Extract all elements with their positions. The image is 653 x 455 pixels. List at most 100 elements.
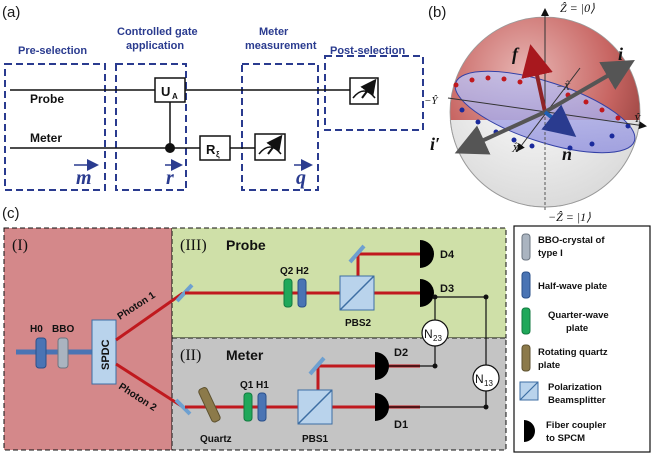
- mirror-photon2: [174, 398, 192, 416]
- h1-label: H1: [256, 380, 269, 391]
- vector-f: [521, 44, 553, 113]
- rim-dots: [453, 75, 631, 151]
- legend-swatch-halfwave: [521, 271, 531, 299]
- vector-i: [543, 59, 635, 114]
- vector-i-label: i: [618, 44, 623, 64]
- region-III-label: (III): [180, 237, 207, 254]
- legend-swatch-pbs: [519, 381, 539, 401]
- panel-b: (b): [424, 1, 647, 224]
- n13-label: N: [475, 372, 484, 386]
- photon1-beam: [115, 291, 184, 342]
- z-plus-label: Ẑ = |0⟩: [560, 1, 595, 15]
- r-gate-sub: ξ: [216, 150, 220, 159]
- legend-swatch-quartz: [521, 344, 531, 372]
- preselection-box: [4, 63, 106, 191]
- legend-fiber-1: Fiber coupler: [546, 420, 606, 431]
- control-dot: [165, 143, 175, 153]
- vector-i-prime-label: i′: [430, 134, 440, 154]
- pbs2-label: PBS2: [345, 318, 372, 329]
- legend-quartz-1: Rotating quartz: [538, 347, 608, 358]
- detector-d2: [375, 352, 389, 380]
- region-I-label: (I): [12, 237, 28, 254]
- legend-swatch-bbo: [521, 233, 531, 261]
- q1-plate: [243, 392, 253, 422]
- legend-pbs-1: Polarization: [548, 382, 602, 393]
- bbo-label: BBO: [52, 324, 74, 335]
- ua-gate-sub: A: [172, 92, 178, 101]
- d4-label: D4: [440, 249, 455, 261]
- z-minus-label: −Ẑ = |1⟩: [548, 210, 591, 224]
- r-gate-label: R: [206, 142, 216, 157]
- h0-label: H0: [30, 324, 43, 335]
- junction-d2: [432, 363, 438, 369]
- vector-i-prime: [454, 110, 546, 155]
- vec-r: r: [165, 159, 183, 189]
- vector-f-label: f: [512, 44, 520, 64]
- vector-n-label: n: [562, 144, 572, 164]
- region-II: [171, 337, 507, 451]
- pbs1-label: PBS1: [302, 434, 329, 445]
- probe-label: Probe: [30, 92, 64, 106]
- mirror-meter: [308, 356, 326, 376]
- legend-quarterwave-1: Quarter-wave: [548, 310, 609, 321]
- vec-q-label: q: [296, 167, 306, 189]
- vec-m: m: [74, 159, 99, 189]
- region-I: [3, 227, 173, 451]
- meter-section-title: Meter: [226, 347, 264, 363]
- postselection-box: [324, 55, 424, 131]
- n13-sub: 13: [484, 379, 493, 388]
- stage-label-meter-2: measurement: [245, 40, 317, 52]
- detector-d1: [375, 393, 389, 421]
- legend-bbo-1: BBO-crystal of: [538, 235, 605, 246]
- x-plus-label: X̂: [511, 142, 520, 155]
- junction-d3: [432, 294, 438, 300]
- quartz-label: Quartz: [200, 434, 232, 445]
- spdc-label: SPDC: [100, 339, 112, 370]
- detector-d3: [420, 279, 434, 307]
- d1-label: D1: [394, 419, 408, 431]
- y-minus-label: −Ŷ: [424, 95, 439, 107]
- stage-label-gate-2: application: [126, 40, 184, 52]
- h2-plate: [297, 278, 307, 308]
- meter-label: Meter: [30, 131, 62, 145]
- d2-label: D2: [394, 347, 408, 359]
- vec-r-label: r: [166, 167, 174, 189]
- region-II-label: (II): [180, 347, 201, 364]
- legend-fiber-2: to SPCM: [546, 433, 585, 444]
- stage-label-preselection: Pre-selection: [18, 45, 87, 57]
- pbs2: [339, 275, 375, 311]
- pbs1: [297, 389, 333, 425]
- legend-quarterwave-2: plate: [566, 323, 588, 334]
- spdc-block: [91, 319, 117, 385]
- panel-a-label: (a): [2, 4, 20, 21]
- stage-label-meter-1: Meter: [259, 26, 289, 38]
- meter-measure-box: [241, 63, 319, 191]
- h0-plate: [35, 337, 47, 369]
- y-plus-label: Ŷ: [634, 113, 642, 125]
- postselection-meter-icon: [349, 77, 379, 105]
- panel-a: (a) Pre-selection Controlled gate applic…: [2, 4, 424, 191]
- h2-label: H2: [296, 266, 309, 277]
- panel-b-label: (b): [428, 4, 446, 21]
- ua-gate: [154, 77, 186, 103]
- counter-n23: N 23: [421, 319, 449, 347]
- meter-measurement-icon: [254, 133, 286, 161]
- legend-quartz-2: plate: [538, 360, 560, 371]
- n23-sub: 23: [433, 334, 442, 343]
- q1-label: Q1: [240, 380, 254, 391]
- junction-d1: [483, 404, 489, 410]
- legend-swatch-fiber: [524, 420, 535, 442]
- vector-n: [541, 104, 577, 137]
- ua-gate-label: U: [161, 84, 170, 99]
- q2-label: Q2: [280, 266, 294, 277]
- quartz-plate: [198, 387, 221, 423]
- vec-q: q: [294, 159, 313, 189]
- n23-label: N: [424, 327, 433, 341]
- panel-c-label: (c): [2, 205, 20, 222]
- photon2-beam: [115, 362, 184, 409]
- junction-d3-right: [483, 294, 489, 300]
- gate-box: [115, 63, 187, 191]
- r-gate: [199, 135, 231, 161]
